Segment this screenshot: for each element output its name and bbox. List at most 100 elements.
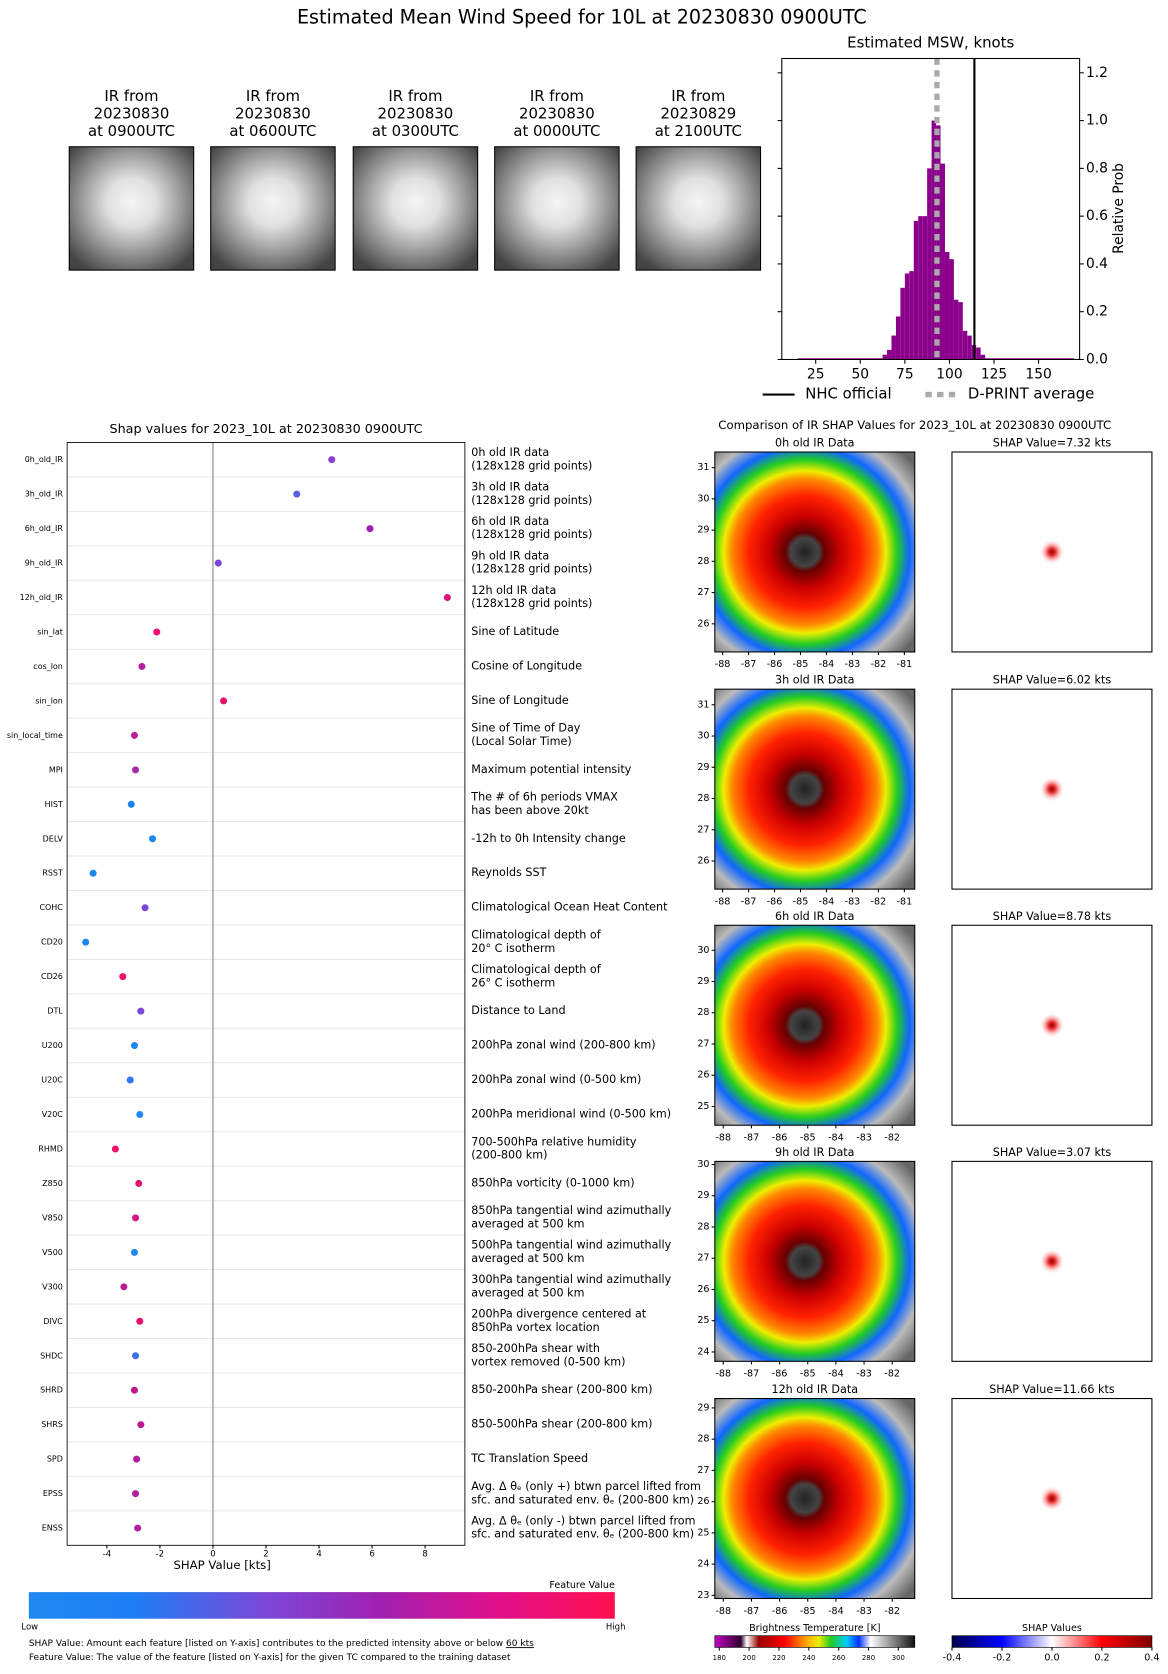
y-tick-label: 28 <box>697 1221 709 1232</box>
feature-description: 200hPa meridional wind (0-500 km) <box>471 1107 671 1120</box>
histogram-bar <box>936 125 941 360</box>
shap-hotspot <box>1039 1248 1065 1275</box>
feature-description: Sine of Longitude <box>471 694 569 707</box>
ir-heatmap <box>714 924 916 1126</box>
y-tick-label: 0.0 <box>1086 351 1108 367</box>
feature-description: 200hPa zonal wind (200-800 km) <box>471 1039 655 1052</box>
feature-description: The # of 6h periods VMAX <box>470 791 618 804</box>
x-tick-label: -84 <box>819 659 835 670</box>
x-tick-label: -82 <box>884 1369 900 1380</box>
feature-code: ENSS <box>42 1524 63 1533</box>
x-tick-label: -2 <box>156 1549 164 1559</box>
x-tick-label: -83 <box>856 1369 872 1380</box>
y-tick-label: 24 <box>697 1346 709 1357</box>
feature-code: SHDC <box>40 1351 63 1360</box>
x-tick-label: -85 <box>800 1606 816 1617</box>
feature-code: HIST <box>45 800 63 809</box>
colorbar-tick-label: 0.2 <box>1094 1653 1109 1664</box>
colorbar-label: Brightness Temperature [K] <box>749 1623 880 1634</box>
colorbar <box>714 1635 916 1648</box>
feature-code: RSST <box>42 869 63 878</box>
y-tick-label: 0.8 <box>1086 160 1108 176</box>
shap-dot <box>130 1248 138 1256</box>
y-tick-label: 27 <box>697 824 709 835</box>
chart-title: Shap values for 2023_10L at 20230830 090… <box>110 422 423 437</box>
panel-title: SHAP Value=11.66 kts <box>989 1383 1115 1396</box>
ir-thumbnail <box>635 146 762 271</box>
colorbar-tick-label: 220 <box>772 1654 785 1662</box>
feature-description: sfc. and saturated env. θₑ (200-800 km) <box>471 1493 694 1506</box>
panel-title: SHAP Value=7.32 kts <box>993 436 1112 449</box>
feature-code: SPD <box>47 1455 63 1464</box>
histogram-bar <box>931 120 937 360</box>
feature-code: U20C <box>41 1076 63 1085</box>
y-tick-label: 29 <box>697 525 709 536</box>
x-tick-label: 25 <box>807 366 825 382</box>
note: Feature Value: The value of the feature … <box>29 1652 511 1662</box>
feature-code: DTL <box>47 1007 63 1016</box>
thumbnail-caption: 20230830 <box>519 104 595 122</box>
feature-code: COHC <box>39 903 63 912</box>
y-tick-label: 27 <box>697 1038 709 1049</box>
x-tick-label: -87 <box>744 1132 760 1143</box>
feature-description: sfc. and saturated env. θₑ (200-800 km) <box>471 1528 694 1541</box>
x-tick-label: 6 <box>369 1549 374 1559</box>
feature-code: DELV <box>43 834 64 843</box>
x-tick-label: -87 <box>741 896 757 907</box>
histogram-bar <box>913 220 919 360</box>
panel-title: 6h old IR Data <box>775 910 855 923</box>
feature-code: 9h_old_IR <box>25 559 64 568</box>
feature-description: Avg. Δ θₑ (only -) btwn parcel lifted fr… <box>471 1514 695 1527</box>
feature-code: RHMD <box>38 1144 63 1153</box>
legend-label: D-PRINT average <box>968 385 1094 403</box>
y-tick-label: 31 <box>697 699 709 710</box>
thumbnail-caption: IR from <box>246 87 300 105</box>
feature-description: 850hPa tangential wind azimuthally <box>471 1204 671 1217</box>
feature-description: 200hPa divergence centered at <box>471 1308 647 1321</box>
feature-description: Cosine of Longitude <box>471 659 582 672</box>
shap-dot <box>137 1421 145 1429</box>
feature-description: Climatological Ocean Heat Content <box>471 901 668 914</box>
colorbar-tick-label: 240 <box>802 1654 815 1662</box>
y-axis-label: Relative Prob <box>1111 163 1127 254</box>
x-tick-label: -88 <box>715 659 731 670</box>
histogram-bar <box>922 216 928 360</box>
y-tick-label: 30 <box>697 1159 709 1170</box>
panel-title: SHAP Value=3.07 kts <box>993 1146 1112 1159</box>
y-tick-label: 26 <box>697 855 709 866</box>
x-tick-label: 125 <box>981 366 1007 382</box>
feature-description: 850-500hPa shear (200-800 km) <box>471 1418 652 1431</box>
x-tick-label: -4 <box>103 1549 111 1559</box>
colorbar-tick-label: 0.0 <box>1044 1653 1059 1664</box>
feature-code: 12h_old_IR <box>20 593 64 602</box>
shap-dot <box>293 490 301 498</box>
shap-dot <box>443 594 451 602</box>
x-tick-label: -83 <box>845 896 861 907</box>
feature-description: 12h old IR data <box>471 584 556 597</box>
y-tick-label: 29 <box>697 1402 709 1413</box>
note-text: Feature Value: The value of the feature … <box>29 1652 511 1662</box>
feature-description: Sine of Latitude <box>471 625 559 638</box>
feature-code: 3h_old_IR <box>25 490 64 499</box>
thumbnail-caption: at 0300UTC <box>372 122 459 140</box>
feature-code: SHRS <box>41 1420 63 1429</box>
shap-dot <box>82 938 90 946</box>
y-tick-label: 25 <box>697 1101 709 1112</box>
shap-dot <box>130 1042 138 1050</box>
feature-code: CD20 <box>41 938 63 947</box>
y-tick-label: 27 <box>697 1465 709 1476</box>
y-tick-label: 27 <box>697 587 709 598</box>
y-tick-label: 27 <box>697 1253 709 1264</box>
x-tick-label: -84 <box>828 1369 844 1380</box>
legend-label: NHC official <box>805 385 891 403</box>
shap-dot <box>148 835 157 843</box>
shap-dot <box>137 1007 145 1015</box>
shap-dot <box>89 869 97 877</box>
histogram-bar <box>904 273 910 360</box>
ir-thumbnail <box>68 146 195 271</box>
feature-description: 3h old IR data <box>471 480 549 493</box>
y-tick-label: 0.2 <box>1086 304 1108 320</box>
shap-dot <box>134 1524 142 1532</box>
feature-description: 850-200hPa shear (200-800 km) <box>471 1383 652 1396</box>
